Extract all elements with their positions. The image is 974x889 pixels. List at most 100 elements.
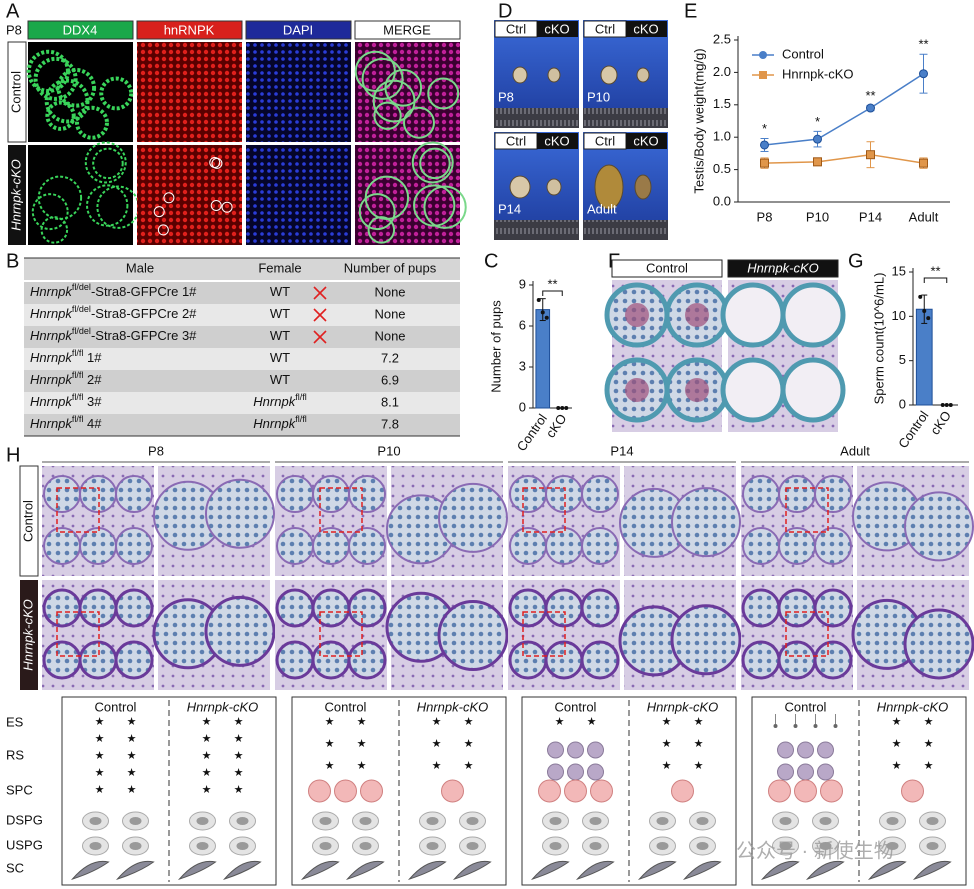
group-label: Control bbox=[785, 699, 827, 714]
cell-outline bbox=[163, 192, 175, 204]
stage-label: Adult bbox=[587, 201, 617, 216]
group-label: cKO bbox=[633, 133, 658, 148]
sertoli-cell bbox=[575, 860, 615, 881]
y-axis-label: Number of pups bbox=[488, 300, 503, 393]
column-header bbox=[727, 259, 839, 278]
zoom-box bbox=[56, 611, 100, 657]
nucleus bbox=[89, 817, 102, 825]
star-cell: ★ bbox=[464, 716, 474, 728]
tubule bbox=[373, 101, 402, 130]
tubule bbox=[545, 527, 583, 565]
table-header: Male bbox=[126, 260, 154, 275]
star-cell: ★ bbox=[325, 738, 335, 750]
tubule bbox=[580, 640, 620, 680]
nucleus bbox=[589, 817, 602, 825]
tubule bbox=[312, 527, 350, 565]
star-cell: ★ bbox=[127, 767, 137, 779]
row-label: Hnrnpk-cKO bbox=[8, 159, 23, 231]
sertoli-cell bbox=[760, 860, 800, 881]
star-cell: ★ bbox=[202, 733, 212, 745]
tubule bbox=[79, 475, 117, 513]
tubule bbox=[509, 475, 547, 513]
star-cell: ★ bbox=[234, 716, 244, 728]
sertoli-cell bbox=[407, 860, 447, 881]
tubule bbox=[741, 588, 781, 628]
cell-type-label: DSPG bbox=[6, 812, 43, 827]
nucleus bbox=[196, 817, 209, 825]
sertoli-cell bbox=[345, 860, 385, 881]
tubule bbox=[114, 588, 154, 628]
star-cell: ★ bbox=[234, 784, 244, 796]
tubule bbox=[33, 56, 78, 101]
round-spermatid bbox=[777, 763, 794, 781]
tubule bbox=[37, 175, 83, 220]
legend-label: Control bbox=[782, 46, 824, 61]
channel-label: MERGE bbox=[383, 22, 431, 37]
tubule bbox=[43, 527, 81, 565]
round-spermatid bbox=[567, 763, 584, 781]
tubule bbox=[275, 588, 315, 628]
cross bbox=[313, 286, 327, 300]
channel-header bbox=[136, 20, 243, 40]
round-spermatid bbox=[817, 763, 834, 781]
star-cell: ★ bbox=[234, 733, 244, 745]
legend-marker bbox=[759, 71, 767, 79]
star-cell: ★ bbox=[662, 760, 672, 772]
ruler bbox=[494, 220, 579, 240]
star-cell: ★ bbox=[202, 767, 212, 779]
y-tick-label: 15 bbox=[892, 263, 906, 278]
star-cell: ★ bbox=[202, 750, 212, 762]
data-point bbox=[536, 298, 541, 303]
tubule bbox=[720, 282, 786, 348]
zoom-box bbox=[319, 611, 363, 657]
table-cell: Hnrnpkfl/fl 3# bbox=[30, 392, 102, 409]
tubule bbox=[275, 640, 315, 680]
tubule bbox=[778, 527, 816, 565]
text-part: fl/fl bbox=[72, 392, 84, 402]
table-row-bg bbox=[24, 414, 460, 436]
nucleus bbox=[696, 817, 709, 825]
channel-label: DDX4 bbox=[63, 22, 98, 37]
star-cell: ★ bbox=[325, 716, 335, 728]
star-cell: ★ bbox=[924, 716, 934, 728]
group-label: Hnrnpk-cKO bbox=[187, 699, 259, 714]
significance: * bbox=[815, 114, 820, 129]
nucleus bbox=[319, 842, 332, 850]
nucleus bbox=[359, 842, 372, 850]
micrograph bbox=[246, 42, 351, 142]
tubule bbox=[348, 527, 386, 565]
point bbox=[919, 158, 928, 168]
spermatocyte bbox=[768, 779, 791, 803]
nucleus bbox=[926, 842, 939, 850]
tubule bbox=[403, 106, 435, 139]
column-label: Hnrnpk-cKO bbox=[747, 260, 819, 275]
sertoli-cell bbox=[300, 860, 340, 881]
tubule bbox=[581, 475, 619, 513]
tubule bbox=[311, 640, 351, 680]
table-cell: 7.8 bbox=[381, 416, 399, 431]
row-label: Control bbox=[20, 500, 35, 542]
column-label: Control bbox=[646, 260, 688, 275]
panel-letter: E bbox=[684, 0, 697, 22]
x-tick-label: cKO bbox=[927, 408, 954, 437]
sertoli-cell bbox=[682, 860, 722, 881]
panel-letter: H bbox=[6, 444, 20, 466]
data-point bbox=[926, 316, 931, 321]
tubule bbox=[411, 141, 454, 184]
table-cell: Hnrnpkfl/fl 4# bbox=[30, 414, 102, 431]
table-cell: WT bbox=[270, 284, 290, 299]
nucleus bbox=[779, 817, 792, 825]
stage-label: P14 bbox=[498, 201, 521, 216]
table-cell: 8.1 bbox=[381, 394, 399, 409]
significance: ** bbox=[547, 276, 557, 291]
star-cell: ★ bbox=[694, 738, 704, 750]
cross bbox=[313, 330, 327, 344]
zoom-box bbox=[522, 487, 566, 533]
panel-letter: A bbox=[6, 0, 20, 22]
data-point bbox=[948, 403, 953, 407]
text-part: fl/del bbox=[72, 304, 91, 314]
group-label: cKO bbox=[633, 21, 658, 36]
nucleus bbox=[549, 817, 562, 825]
round-spermatid bbox=[777, 741, 794, 759]
text-part: fl/del bbox=[72, 326, 91, 336]
